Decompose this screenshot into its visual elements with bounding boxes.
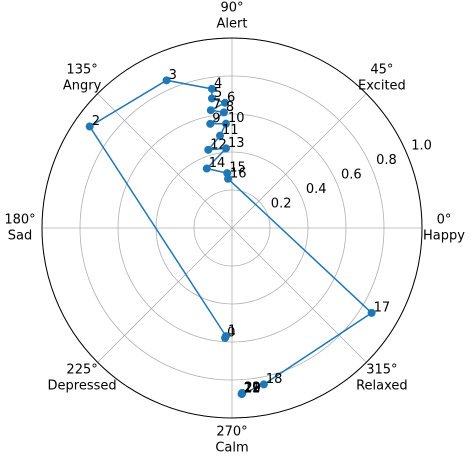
- point: [221, 332, 230, 341]
- point: [202, 164, 211, 173]
- theta-tick-label: 90°: [220, 1, 243, 16]
- theta-tick-name: Angry: [63, 79, 102, 94]
- theta-tick-label: 45°: [370, 63, 393, 78]
- r-tick-label: 0.4: [306, 182, 327, 197]
- outer-frame: [41, 37, 423, 419]
- point-label: 3: [169, 68, 177, 83]
- point: [367, 308, 376, 317]
- theta-tick-label: 225°: [66, 362, 97, 377]
- point-label: 21: [244, 381, 261, 396]
- point-label: 0: [227, 325, 235, 340]
- point: [220, 98, 229, 107]
- r-tick-label: 0.6: [341, 167, 362, 182]
- theta-tick-label: 135°: [66, 63, 97, 78]
- point: [237, 389, 246, 398]
- theta-tick-label: 270°: [216, 425, 247, 440]
- theta-tick-label: 0°: [437, 213, 452, 228]
- point: [206, 106, 215, 115]
- r-tick-label: 0.8: [376, 153, 397, 168]
- point: [206, 119, 215, 128]
- theta-tick-name: Depressed: [48, 378, 117, 393]
- grid-spoke: [97, 227, 233, 363]
- point: [207, 94, 216, 103]
- theta-tick-name: Relaxed: [356, 378, 408, 393]
- point-label: 8: [226, 100, 234, 115]
- point-label: 4: [214, 76, 222, 91]
- theta-tick-label: 180°: [4, 213, 35, 228]
- point-label: 9: [212, 111, 220, 126]
- point-label: 15: [229, 161, 246, 176]
- theta-tick-name: Sad: [8, 229, 32, 244]
- point: [224, 174, 233, 183]
- theta-tick-name: Calm: [215, 441, 248, 456]
- point-label: 17: [374, 300, 391, 315]
- point-label: 19: [244, 381, 261, 396]
- point: [259, 380, 268, 389]
- theta-tick-name: Excited: [358, 79, 406, 94]
- grid-spoke: [231, 93, 367, 229]
- point-label: 11: [222, 123, 239, 138]
- point: [162, 76, 171, 85]
- point-label: 1: [228, 324, 236, 339]
- r-tick-label: 1.0: [411, 138, 432, 153]
- grid-spoke: [97, 93, 233, 229]
- point-label: 16: [230, 166, 247, 181]
- point: [204, 145, 213, 154]
- point: [207, 84, 216, 93]
- point: [216, 131, 225, 140]
- point: [222, 144, 231, 153]
- point-label: 13: [228, 136, 245, 151]
- point-label: 5: [214, 86, 222, 101]
- point: [221, 119, 230, 128]
- grid-spoke: [231, 227, 367, 363]
- r-tick-label: 0.2: [271, 196, 292, 211]
- point-label: 20: [244, 380, 261, 395]
- point: [219, 108, 228, 117]
- point-label: 10: [228, 111, 245, 126]
- point-label: 14: [209, 156, 226, 171]
- point-label: 22: [244, 380, 261, 395]
- point: [85, 122, 94, 131]
- theta-tick-name: Happy: [423, 229, 465, 244]
- point-label: 6: [227, 90, 235, 105]
- point-label: 18: [266, 372, 283, 387]
- point-label: 23: [244, 381, 261, 396]
- theta-tick-label: 315°: [366, 362, 397, 377]
- point-label: 2: [92, 114, 100, 129]
- theta-tick-name: Alert: [217, 17, 248, 32]
- point-label: 7: [213, 98, 221, 113]
